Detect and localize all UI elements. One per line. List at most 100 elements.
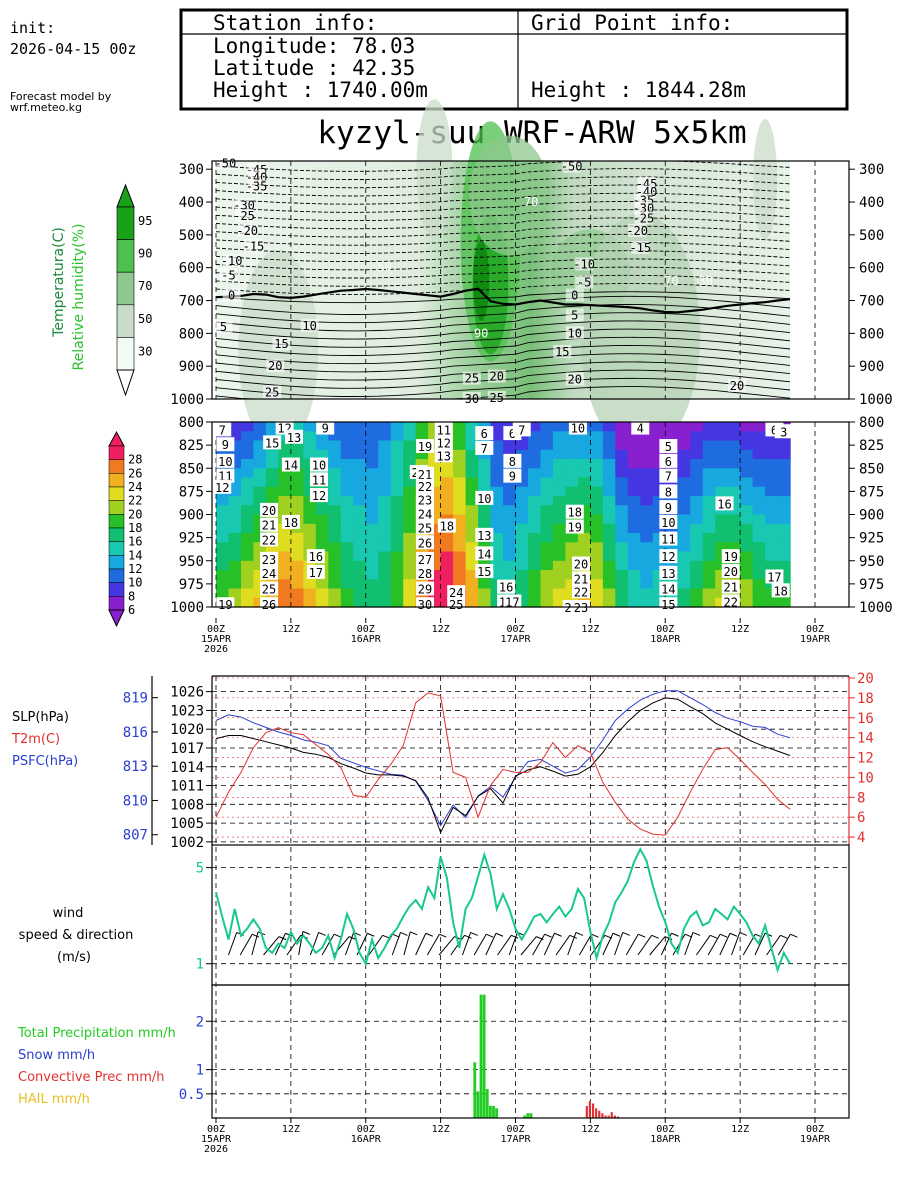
temperature-cell [278, 597, 292, 608]
temperature-cell [752, 579, 766, 590]
temperature-cell [552, 514, 566, 525]
temperature-cell [627, 505, 641, 516]
wind-barb [321, 933, 335, 956]
temperature-cell [328, 449, 342, 460]
temperature-cell [540, 588, 554, 599]
temperature-cell [328, 431, 342, 442]
temperature-cell [602, 496, 616, 506]
contour-label-bg [434, 448, 453, 463]
temperature-cell [602, 551, 616, 562]
precip-panel: 0.5 1 2 [179, 984, 850, 1119]
temperature-cell [278, 496, 292, 506]
wind-barb [649, 936, 666, 956]
temperature-cell [677, 477, 691, 488]
freezing-level-line [215, 287, 791, 314]
upper-air-frame [211, 160, 850, 400]
temperature-cell [328, 440, 342, 451]
temperature-value-label: 21 [574, 572, 588, 586]
temperature-cell [365, 505, 379, 516]
temperature-cell [465, 597, 479, 608]
temperature-cell [702, 597, 716, 608]
temperature-value-label: 16 [499, 581, 513, 595]
t2m-tick-label: 14 [857, 731, 874, 747]
temperature-cell [727, 459, 741, 469]
contour-label-bg [260, 532, 279, 547]
temperature-cell [590, 533, 604, 543]
temperature-cell [265, 459, 279, 469]
temperature-contour-label: 5 [571, 308, 578, 322]
temperature-cell [615, 523, 629, 534]
temperature-cell [216, 551, 230, 562]
temperature-cell [615, 533, 629, 543]
temperature-cell [465, 486, 479, 497]
temperature-cell [453, 459, 467, 469]
wind-speed-line [215, 847, 791, 974]
pressure-tick-label: 800 [179, 415, 204, 431]
temperature-cell [453, 422, 467, 432]
temperature-cell [428, 533, 442, 543]
temperature-cell [677, 440, 691, 451]
temperature-cell [465, 523, 479, 534]
pressure-tick-label: 825 [179, 438, 204, 454]
temperature-cell [777, 486, 791, 497]
convective-precip-bar [595, 1108, 598, 1118]
wind-barb-feather [622, 931, 630, 936]
temperature-cell [216, 505, 230, 516]
temperature-cell [278, 440, 292, 451]
temperature-cell [253, 523, 267, 534]
temperature-cell [577, 551, 591, 562]
temperature-cell [528, 570, 542, 580]
temperature-cell [740, 542, 754, 553]
temperature-cell [752, 570, 766, 580]
wind-barb [532, 933, 546, 956]
temperature-cell [290, 477, 304, 488]
wind-barb-feather [409, 931, 418, 936]
temperature-cell [640, 579, 654, 590]
temperature-cell [328, 496, 342, 506]
slp-legend: SLP(hPa) [12, 710, 69, 725]
temperature-contour-label: 0 [228, 289, 235, 303]
temperature-cell [715, 579, 729, 590]
contour-label-bg [503, 594, 522, 609]
temperature-cell [740, 468, 754, 479]
temperature-cell [278, 486, 292, 497]
temperature-contour-label: 10 [568, 326, 582, 340]
temperature-cell [640, 440, 654, 451]
temperature-cell [528, 459, 542, 469]
temperature-contour-label: 20 [730, 379, 744, 393]
temperature-cell [365, 523, 379, 534]
temperature-cell [752, 422, 766, 432]
temperature-cell [428, 523, 442, 534]
temperature-cell [253, 440, 267, 451]
total-precip-bar [488, 1105, 492, 1118]
temperature-cell [565, 459, 579, 469]
contour-label-bg [214, 319, 233, 333]
time-tick-label: 00Z [656, 1124, 674, 1135]
temperature-cell [777, 597, 791, 608]
temperature-cell [765, 551, 779, 562]
temperature-cell [228, 570, 242, 580]
temperature-cell [378, 570, 392, 580]
temperature-cell [490, 449, 504, 460]
temperature-cell [365, 570, 379, 580]
temperature-cell [428, 505, 442, 516]
temperature-cell [403, 514, 417, 525]
temperature-value-label: 17 [767, 570, 781, 584]
isotherm [215, 295, 791, 315]
temperature-cell [777, 459, 791, 469]
temperature-cell [278, 542, 292, 553]
model-credit-line1: Forecast model by [10, 90, 112, 103]
temperature-cell [702, 588, 716, 599]
temperature-cell [765, 449, 779, 460]
temperature-cell [528, 440, 542, 451]
contour-label-bg [721, 594, 740, 609]
temperature-cell [540, 533, 554, 543]
contour-label-bg [216, 437, 235, 452]
temperature-cell [378, 440, 392, 451]
temperature-cell [640, 486, 654, 497]
temperature-cell [390, 440, 404, 451]
wind-barb [684, 932, 694, 956]
temperature-cell [690, 449, 704, 460]
temperature-cell [615, 514, 629, 525]
temperature-cell [540, 551, 554, 562]
